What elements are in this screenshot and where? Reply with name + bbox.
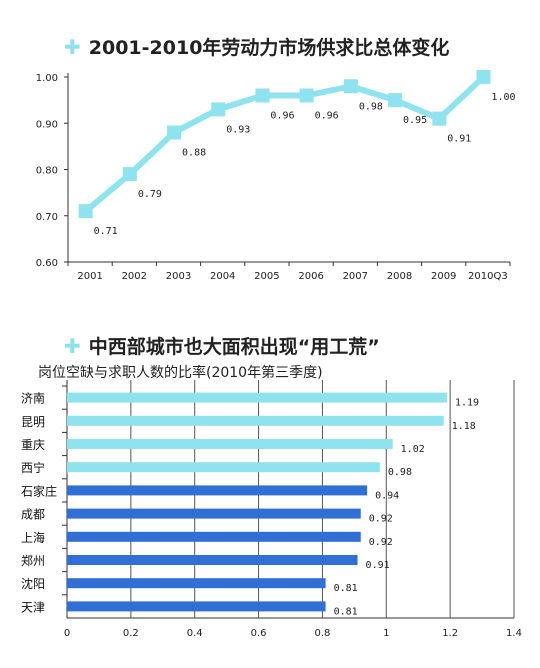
y-tick-label: 0.80 xyxy=(36,166,58,177)
data-label: 1.00 xyxy=(491,92,515,103)
category-label: 郑州 xyxy=(21,553,45,568)
bar-chart-panel: ✚ 中西部城市也大面积出现“用工荒” 岗位空缺与求职人数的比率(2010年第三季… xyxy=(0,318,540,668)
bar xyxy=(67,439,393,449)
x-tick-label: 0.8 xyxy=(314,628,330,639)
category-label: 成都 xyxy=(21,508,45,522)
x-tick-label: 2010Q3 xyxy=(468,271,508,282)
x-tick-label: 2002 xyxy=(122,271,147,282)
data-label: 0.81 xyxy=(334,583,358,594)
x-tick-label: 0.6 xyxy=(251,628,267,639)
x-tick-label: 0.4 xyxy=(187,628,203,639)
data-label: 1.02 xyxy=(401,444,425,455)
category-label: 昆明 xyxy=(21,415,45,429)
category-label: 上海 xyxy=(21,530,45,545)
bar xyxy=(67,485,368,496)
category-label: 西宁 xyxy=(21,460,45,475)
data-point-marker xyxy=(122,167,137,182)
x-tick-label: 2008 xyxy=(387,271,412,282)
plus-icon: ✚ xyxy=(64,333,81,358)
data-point-marker xyxy=(432,111,447,126)
data-label: 0.88 xyxy=(182,148,206,159)
category-label: 石家庄 xyxy=(21,483,57,498)
data-label: 0.96 xyxy=(315,111,339,122)
x-tick-label: 0 xyxy=(64,628,70,639)
bar-chart-title: ✚ 中西部城市也大面积出现“用工荒” xyxy=(64,332,380,359)
data-point-marker xyxy=(388,93,403,108)
data-label: 0.93 xyxy=(226,124,250,135)
category-label: 沈阳 xyxy=(21,576,45,591)
series-line xyxy=(83,74,486,214)
y-tick-label: 0.60 xyxy=(36,258,58,269)
category-label: 济南 xyxy=(21,391,45,406)
bar xyxy=(67,578,326,589)
bar-chart-subtitle: 岗位空缺与求职人数的比率(2010年第三季度) xyxy=(38,365,323,381)
data-label: 1.18 xyxy=(452,421,476,432)
x-tick-label: 1.4 xyxy=(506,628,522,639)
data-point-marker xyxy=(78,204,93,219)
data-label: 0.98 xyxy=(388,467,412,478)
line-chart-svg: 0.60 0.70 0.80 0.90 1.00 2001 2002 2003 2004 2005… xyxy=(36,70,516,282)
data-label: 0.91 xyxy=(447,134,471,145)
line-chart-title-text: 2001-2010年劳动力市场供求比总体变化 xyxy=(88,37,450,59)
x-tick-label: 2005 xyxy=(254,271,279,282)
bar xyxy=(67,508,361,519)
x-tick-label: 2006 xyxy=(298,271,323,282)
line-chart-panel: ✚ 2001-2010年劳动力市场供求比总体变化 0.60 0.70 0.80 0.9… xyxy=(0,0,540,300)
data-label: 0.79 xyxy=(138,189,162,200)
bar xyxy=(67,601,326,612)
x-tick-label: 0.2 xyxy=(123,628,139,639)
category-label: 天津 xyxy=(21,600,45,614)
bar-chart-title-text: 中西部城市也大面积出现“用工荒” xyxy=(88,336,380,358)
x-tick-label: 1.2 xyxy=(442,628,458,639)
x-tick-label: 1 xyxy=(383,628,389,639)
bar xyxy=(67,555,358,565)
data-label: 0.96 xyxy=(270,111,294,122)
bar xyxy=(67,462,380,473)
y-tick-label: 0.90 xyxy=(36,119,58,130)
bar xyxy=(67,531,361,542)
data-point-marker xyxy=(476,70,491,84)
x-tick-label: 2004 xyxy=(210,271,235,282)
y-tick-label: 1.00 xyxy=(36,73,58,84)
plus-icon: ✚ xyxy=(64,34,81,59)
data-label: 0.94 xyxy=(375,490,399,501)
data-label: 0.92 xyxy=(369,514,393,525)
data-point-marker xyxy=(211,102,226,117)
x-tick-label: 2007 xyxy=(343,271,368,282)
bar xyxy=(67,415,444,426)
y-tick-label: 0.70 xyxy=(36,212,58,223)
data-point-marker xyxy=(167,125,182,140)
data-point-marker xyxy=(299,88,314,103)
data-label: 0.98 xyxy=(359,101,383,112)
x-tick-label: 2001 xyxy=(77,271,102,282)
data-label: 0.92 xyxy=(369,537,393,548)
x-tick-label: 2009 xyxy=(431,271,456,282)
data-label: 0.95 xyxy=(403,115,427,126)
data-point-marker xyxy=(343,79,358,94)
x-tick-label: 2003 xyxy=(166,271,191,282)
category-label: 重庆 xyxy=(21,438,45,452)
data-label: 0.81 xyxy=(334,606,358,617)
line-chart-title: ✚ 2001-2010年劳动力市场供求比总体变化 xyxy=(64,33,449,60)
data-label: 0.71 xyxy=(94,226,118,237)
bar xyxy=(67,392,447,403)
data-label: 1.19 xyxy=(455,398,479,409)
data-point-marker xyxy=(255,88,270,103)
data-label: 0.91 xyxy=(366,560,390,571)
